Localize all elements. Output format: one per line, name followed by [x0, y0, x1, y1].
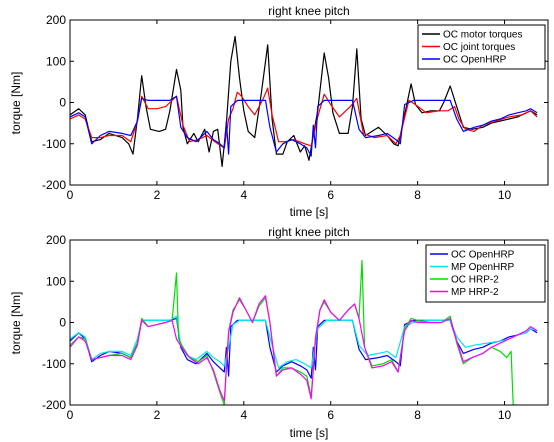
bottom-chart: right knee pitch time [s] torque [Nm] 0 2… — [9, 225, 549, 440]
series-lines — [70, 260, 538, 405]
y-tick-label: 100 — [46, 54, 66, 68]
x-tick-label: 0 — [67, 188, 74, 202]
series-line-4 — [70, 295, 538, 402]
legend-label: MP OpenHRP — [451, 262, 515, 273]
legend-label: OC OpenHRP — [443, 55, 507, 66]
legend-label: OC motor torques — [443, 30, 522, 41]
y-tick-label: -200 — [42, 178, 66, 192]
x-tick-label: 4 — [240, 408, 247, 422]
y-tick-label: 200 — [46, 233, 66, 247]
x-tick-label: 2 — [154, 408, 161, 422]
axis-ticks: 0 2 4 6 8 10 -200 -100 0 100 200 — [42, 233, 548, 422]
y-tick-label: 0 — [59, 316, 66, 330]
plot-frame — [69, 239, 549, 406]
x-tick-label: 6 — [327, 408, 334, 422]
series-line-2 — [70, 87, 538, 149]
legend-label: OC joint torques — [443, 42, 515, 53]
x-tick-label: 10 — [498, 188, 512, 202]
x-tick-label: 4 — [240, 188, 247, 202]
chart-title: right knee pitch — [268, 4, 349, 18]
series-line-1 — [70, 35, 538, 167]
y-tick-label: 100 — [46, 274, 66, 288]
legend-label: OC HRP-2 — [451, 275, 499, 286]
legend-label: OC OpenHRP — [451, 250, 515, 261]
y-axis-label: torque [Nm] — [9, 292, 23, 355]
plot-frame — [69, 19, 549, 186]
y-tick-label: 0 — [59, 96, 66, 110]
series-lines — [70, 35, 538, 167]
y-tick-label: -100 — [42, 137, 66, 151]
x-tick-label: 2 — [154, 188, 161, 202]
axis-ticks: 0 2 4 6 8 10 -200 -100 0 100 200 — [42, 13, 548, 202]
x-tick-label: 8 — [414, 408, 421, 422]
series-line-3 — [70, 95, 538, 157]
x-tick-label: 8 — [414, 188, 421, 202]
y-tick-label: -200 — [42, 398, 66, 412]
legend-label: MP HRP-2 — [451, 287, 499, 298]
y-tick-label: 200 — [46, 13, 66, 27]
x-axis-label: time [s] — [290, 426, 329, 440]
x-tick-label: 0 — [67, 408, 74, 422]
chart-title: right knee pitch — [268, 225, 349, 239]
x-axis-label: time [s] — [290, 205, 329, 219]
x-tick-label: 6 — [327, 188, 334, 202]
y-axis-label: torque [Nm] — [9, 72, 23, 135]
x-tick-label: 10 — [498, 408, 512, 422]
y-tick-label: -100 — [42, 357, 66, 371]
top-chart: right knee pitch time [s] torque [Nm] 0 2… — [9, 4, 549, 219]
